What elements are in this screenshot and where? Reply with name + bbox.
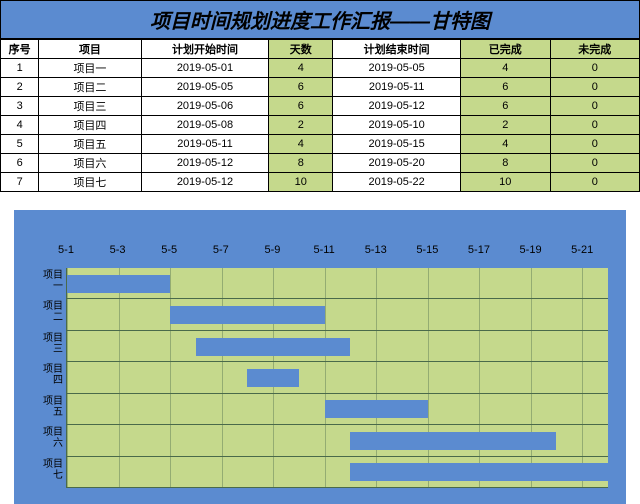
cell: 7 — [1, 173, 39, 192]
gantt-bar — [196, 338, 351, 356]
cell: 2019-05-10 — [333, 116, 461, 135]
table-row: 4项目四2019-05-0822019-05-1020 — [1, 116, 640, 135]
x-tick: 5-3 — [110, 244, 126, 256]
x-tick: 5-5 — [161, 244, 177, 256]
gantt-bar — [325, 400, 428, 418]
y-label: 项目六 — [33, 427, 63, 449]
x-tick: 5-17 — [468, 244, 490, 256]
cell: 3 — [1, 97, 39, 116]
cell: 2019-05-12 — [333, 97, 461, 116]
cell: 2019-05-01 — [141, 59, 269, 78]
cell: 0 — [550, 116, 640, 135]
cell: 0 — [550, 154, 640, 173]
x-tick: 5-15 — [416, 244, 438, 256]
cell: 项目一 — [39, 59, 141, 78]
report-title: 项目时间规划进度工作汇报——甘特图 — [0, 0, 640, 39]
y-label: 项目七 — [33, 459, 63, 481]
x-tick: 5-13 — [365, 244, 387, 256]
gantt-bar — [170, 306, 325, 324]
y-label: 项目三 — [33, 333, 63, 355]
cell: 2019-05-12 — [141, 154, 269, 173]
cell: 1 — [1, 59, 39, 78]
gantt-bar — [350, 432, 556, 450]
x-tick: 5-9 — [265, 244, 281, 256]
gantt-row — [67, 299, 608, 330]
cell: 0 — [550, 59, 640, 78]
table-row: 2项目二2019-05-0562019-05-1160 — [1, 78, 640, 97]
col-header: 项目 — [39, 40, 141, 59]
x-axis: 5-15-35-55-75-95-115-135-155-175-195-21 — [66, 244, 608, 268]
cell: 2019-05-20 — [333, 154, 461, 173]
x-tick: 5-7 — [213, 244, 229, 256]
cell: 项目五 — [39, 135, 141, 154]
col-header: 计划开始时间 — [141, 40, 269, 59]
cell: 项目四 — [39, 116, 141, 135]
cell: 6 — [269, 97, 333, 116]
col-header: 未完成 — [550, 40, 640, 59]
cell: 10 — [461, 173, 550, 192]
cell: 项目三 — [39, 97, 141, 116]
table-row: 5项目五2019-05-1142019-05-1540 — [1, 135, 640, 154]
cell: 4 — [461, 135, 550, 154]
cell: 2019-05-22 — [333, 173, 461, 192]
cell: 4 — [269, 135, 333, 154]
y-label: 项目一 — [33, 270, 63, 292]
col-header: 天数 — [269, 40, 333, 59]
cell: 2019-05-05 — [141, 78, 269, 97]
cell: 2019-05-06 — [141, 97, 269, 116]
table-row: 6项目六2019-05-1282019-05-2080 — [1, 154, 640, 173]
x-tick: 5-21 — [571, 244, 593, 256]
col-header: 已完成 — [461, 40, 550, 59]
cell: 0 — [550, 135, 640, 154]
cell: 2 — [461, 116, 550, 135]
cell: 2019-05-05 — [333, 59, 461, 78]
cell: 2019-05-11 — [333, 78, 461, 97]
cell: 6 — [461, 97, 550, 116]
cell: 项目七 — [39, 173, 141, 192]
gantt-bar — [67, 275, 170, 293]
cell: 0 — [550, 78, 640, 97]
cell: 2 — [269, 116, 333, 135]
cell: 4 — [269, 59, 333, 78]
table-row: 1项目一2019-05-0142019-05-0540 — [1, 59, 640, 78]
cell: 4 — [461, 59, 550, 78]
cell: 0 — [550, 97, 640, 116]
table-row: 3项目三2019-05-0662019-05-1260 — [1, 97, 640, 116]
x-tick: 5-19 — [520, 244, 542, 256]
cell: 8 — [269, 154, 333, 173]
cell: 8 — [461, 154, 550, 173]
schedule-table: 序号项目计划开始时间天数计划结束时间已完成未完成 1项目一2019-05-014… — [0, 39, 640, 192]
y-label: 项目五 — [33, 396, 63, 418]
col-header: 序号 — [1, 40, 39, 59]
gantt-plot: 项目一项目二项目三项目四项目五项目六项目七 — [66, 268, 608, 488]
cell: 0 — [550, 173, 640, 192]
cell: 6 — [1, 154, 39, 173]
cell: 10 — [269, 173, 333, 192]
gantt-bar — [350, 463, 608, 481]
cell: 2019-05-11 — [141, 135, 269, 154]
col-header: 计划结束时间 — [333, 40, 461, 59]
cell: 2019-05-08 — [141, 116, 269, 135]
cell: 6 — [269, 78, 333, 97]
cell: 2019-05-15 — [333, 135, 461, 154]
gantt-chart: 5-15-35-55-75-95-115-135-155-175-195-21 … — [14, 210, 626, 504]
gantt-bar — [247, 369, 299, 387]
table-row: 7项目七2019-05-12102019-05-22100 — [1, 173, 640, 192]
cell: 项目六 — [39, 154, 141, 173]
cell: 2 — [1, 78, 39, 97]
cell: 2019-05-12 — [141, 173, 269, 192]
cell: 5 — [1, 135, 39, 154]
cell: 4 — [1, 116, 39, 135]
x-tick: 5-1 — [58, 244, 74, 256]
cell: 项目二 — [39, 78, 141, 97]
y-label: 项目二 — [33, 301, 63, 323]
cell: 6 — [461, 78, 550, 97]
x-tick: 5-11 — [313, 244, 334, 256]
y-label: 项目四 — [33, 364, 63, 386]
gantt-row — [67, 362, 608, 393]
